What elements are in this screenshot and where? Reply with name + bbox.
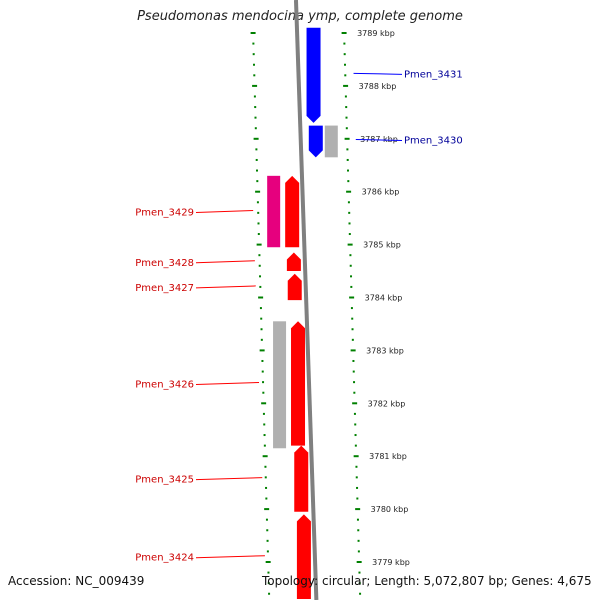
ruler-left xyxy=(250,32,271,595)
gene-arrow-reverse[interactable] xyxy=(308,125,323,158)
pseudo-feature[interactable] xyxy=(273,321,287,449)
genome-title: Pseudomonas mendocina ymp, complete geno… xyxy=(137,9,463,24)
kbp-label: 3781 kbp xyxy=(369,452,407,461)
gene-label-pmen_3425[interactable]: Pmen_3425 xyxy=(135,475,194,486)
gene-arrow-forward[interactable] xyxy=(296,514,311,600)
label-leader xyxy=(195,555,265,559)
gene-arrow-forward[interactable] xyxy=(285,175,300,248)
kbp-label: 3789 kbp xyxy=(357,29,395,38)
gene-label-pmen_3426[interactable]: Pmen_3426 xyxy=(135,379,194,390)
kbp-label: 3779 kbp xyxy=(372,558,410,567)
kbp-label: 3788 kbp xyxy=(359,82,397,91)
gene-label-pmen_3429[interactable]: Pmen_3429 xyxy=(135,208,194,219)
label-leader xyxy=(195,260,255,264)
kbp-label: 3785 kbp xyxy=(363,241,401,250)
rna-feature[interactable] xyxy=(267,175,281,248)
gene-arrow-reverse[interactable] xyxy=(306,27,321,123)
kbp-label: 3780 kbp xyxy=(371,505,409,514)
gene-arrow-forward[interactable] xyxy=(287,273,302,301)
gene-arrow-forward[interactable] xyxy=(286,252,301,272)
gene-arrow-forward[interactable] xyxy=(291,321,306,446)
label-leader xyxy=(195,477,263,481)
kbp-label: 3784 kbp xyxy=(365,294,403,303)
label-leader xyxy=(195,285,256,289)
backbone xyxy=(293,0,319,600)
genome-summary-text: Topology: circular; Length: 5,072,807 bp… xyxy=(262,574,592,588)
backbone-line xyxy=(293,0,319,600)
label-leader xyxy=(195,381,260,385)
label-leader xyxy=(195,210,254,214)
kbp-label: 3786 kbp xyxy=(362,188,400,197)
gene-label-pmen_3424[interactable]: Pmen_3424 xyxy=(135,553,194,564)
pseudo-feature[interactable] xyxy=(324,125,338,158)
kbp-label: 3787 kbp xyxy=(360,135,398,144)
gene-label-pmen_3428[interactable]: Pmen_3428 xyxy=(135,258,194,269)
kbp-label: 3783 kbp xyxy=(366,346,404,355)
gene-label-pmen_3431[interactable]: Pmen_3431 xyxy=(404,69,463,80)
gene-label-pmen_3427[interactable]: Pmen_3427 xyxy=(135,283,194,294)
label-leader xyxy=(355,138,403,141)
ruler-right: 3789 kbp 3788 kbp 3787 kbp 3786 kbp 3785 kbp… xyxy=(341,29,410,595)
gene-arrow-forward[interactable] xyxy=(294,445,309,512)
accession-text: Accession: NC_009439 xyxy=(8,574,145,588)
kbp-label: 3782 kbp xyxy=(368,399,406,408)
gene-label-pmen_3430[interactable]: Pmen_3430 xyxy=(404,135,463,146)
feature-track xyxy=(267,27,338,600)
gene-labels: Pmen_3431 Pmen_3430 Pmen_3429 Pmen_3428 Pmen… xyxy=(135,69,462,563)
label-leader xyxy=(353,72,403,75)
